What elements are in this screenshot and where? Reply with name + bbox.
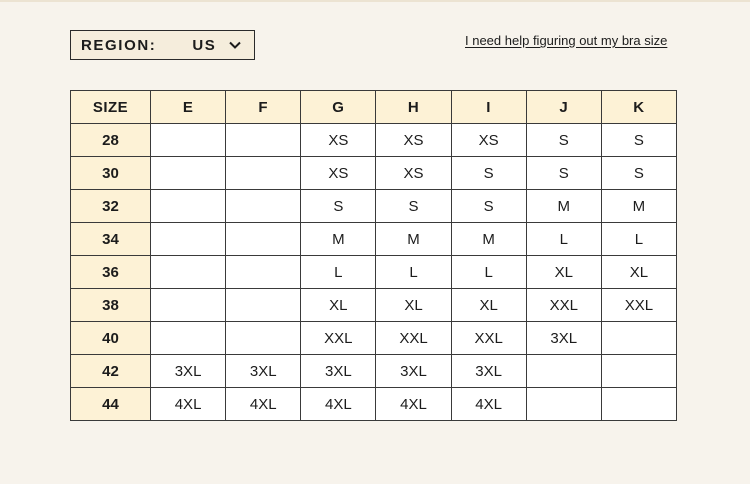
size-cell: XL <box>300 288 377 322</box>
size-cell: S <box>600 123 678 157</box>
size-cell: 4XL <box>225 387 302 421</box>
band-size-cell: 32 <box>70 189 151 223</box>
size-cell: XS <box>300 123 377 157</box>
size-cell: XXL <box>300 321 377 355</box>
size-cell <box>600 387 678 421</box>
size-cell: L <box>600 222 678 256</box>
size-cell <box>525 354 602 388</box>
size-cell: XL <box>600 255 678 289</box>
band-size-cell: 28 <box>70 123 151 157</box>
size-cell: S <box>300 189 377 223</box>
cup-column-header: G <box>300 90 377 124</box>
size-cell: S <box>525 156 602 190</box>
size-cell: XS <box>450 123 527 157</box>
size-cell: S <box>450 189 527 223</box>
size-cell: S <box>375 189 452 223</box>
cup-column-header: J <box>525 90 602 124</box>
size-cell: S <box>450 156 527 190</box>
size-cell <box>225 321 302 355</box>
cup-column-header: E <box>149 90 227 124</box>
size-chart-table: SIZE E F G H I J K 28 XS XS XS S S 30 XS XS S S S 32 S S S M M 34… <box>70 90 678 421</box>
size-cell: XS <box>375 123 452 157</box>
size-cell: L <box>525 222 602 256</box>
size-cell <box>149 189 227 223</box>
region-label: REGION: <box>81 36 157 54</box>
cup-column-header: K <box>600 90 678 124</box>
size-cell: L <box>375 255 452 289</box>
table-header-row: SIZE E F G H I J K <box>70 90 678 124</box>
size-cell: M <box>450 222 527 256</box>
size-cell: 4XL <box>149 387 227 421</box>
size-cell <box>149 156 227 190</box>
chevron-down-icon <box>228 38 242 52</box>
size-cell <box>225 156 302 190</box>
size-cell: M <box>600 189 678 223</box>
size-cell: XXL <box>600 288 678 322</box>
size-cell: L <box>450 255 527 289</box>
table-row: 30 XS XS S S S <box>70 156 678 190</box>
size-cell <box>225 189 302 223</box>
size-cell <box>225 255 302 289</box>
cup-column-header: F <box>225 90 302 124</box>
table-row: 38 XL XL XL XXL XXL <box>70 288 678 322</box>
size-cell: 3XL <box>525 321 602 355</box>
table-row: 44 4XL 4XL 4XL 4XL 4XL <box>70 387 678 421</box>
size-cell <box>600 354 678 388</box>
size-cell <box>149 321 227 355</box>
region-selector[interactable]: REGION: US <box>70 30 255 60</box>
size-cell <box>149 288 227 322</box>
size-column-header: SIZE <box>70 90 151 124</box>
size-cell: M <box>375 222 452 256</box>
table-row: 36 L L L XL XL <box>70 255 678 289</box>
band-size-cell: 36 <box>70 255 151 289</box>
table-row: 28 XS XS XS S S <box>70 123 678 157</box>
size-cell <box>149 255 227 289</box>
table-row: 34 M M M L L <box>70 222 678 256</box>
size-cell: XS <box>375 156 452 190</box>
size-cell: L <box>300 255 377 289</box>
size-cell <box>225 222 302 256</box>
size-cell: XL <box>375 288 452 322</box>
size-cell <box>225 288 302 322</box>
size-cell: 3XL <box>225 354 302 388</box>
size-cell: XS <box>300 156 377 190</box>
size-cell <box>149 222 227 256</box>
size-cell: S <box>600 156 678 190</box>
table-row: 32 S S S M M <box>70 189 678 223</box>
band-size-cell: 38 <box>70 288 151 322</box>
band-size-cell: 30 <box>70 156 151 190</box>
table-row: 42 3XL 3XL 3XL 3XL 3XL <box>70 354 678 388</box>
size-cell: 3XL <box>450 354 527 388</box>
band-size-cell: 40 <box>70 321 151 355</box>
size-cell <box>600 321 678 355</box>
size-cell <box>525 387 602 421</box>
size-cell: 3XL <box>149 354 227 388</box>
table-body: 28 XS XS XS S S 30 XS XS S S S 32 S S S M M 34 M M M L L 36 L L L XL… <box>70 123 678 421</box>
size-cell: M <box>300 222 377 256</box>
size-cell: 4XL <box>450 387 527 421</box>
cup-column-header: H <box>375 90 452 124</box>
size-cell: 4XL <box>300 387 377 421</box>
size-cell: 4XL <box>375 387 452 421</box>
size-cell: XXL <box>525 288 602 322</box>
size-cell: XXL <box>375 321 452 355</box>
size-cell <box>149 123 227 157</box>
cup-column-header: I <box>450 90 527 124</box>
size-cell <box>225 123 302 157</box>
size-cell: S <box>525 123 602 157</box>
band-size-cell: 44 <box>70 387 151 421</box>
size-cell: XXL <box>450 321 527 355</box>
bra-size-help-link[interactable]: I need help figuring out my bra size <box>465 33 668 48</box>
size-cell: XL <box>525 255 602 289</box>
band-size-cell: 42 <box>70 354 151 388</box>
top-divider <box>0 0 750 2</box>
band-size-cell: 34 <box>70 222 151 256</box>
size-cell: XL <box>450 288 527 322</box>
size-cell: 3XL <box>375 354 452 388</box>
table-row: 40 XXL XXL XXL 3XL <box>70 321 678 355</box>
size-cell: M <box>525 189 602 223</box>
size-cell: 3XL <box>300 354 377 388</box>
region-value: US <box>192 36 217 54</box>
